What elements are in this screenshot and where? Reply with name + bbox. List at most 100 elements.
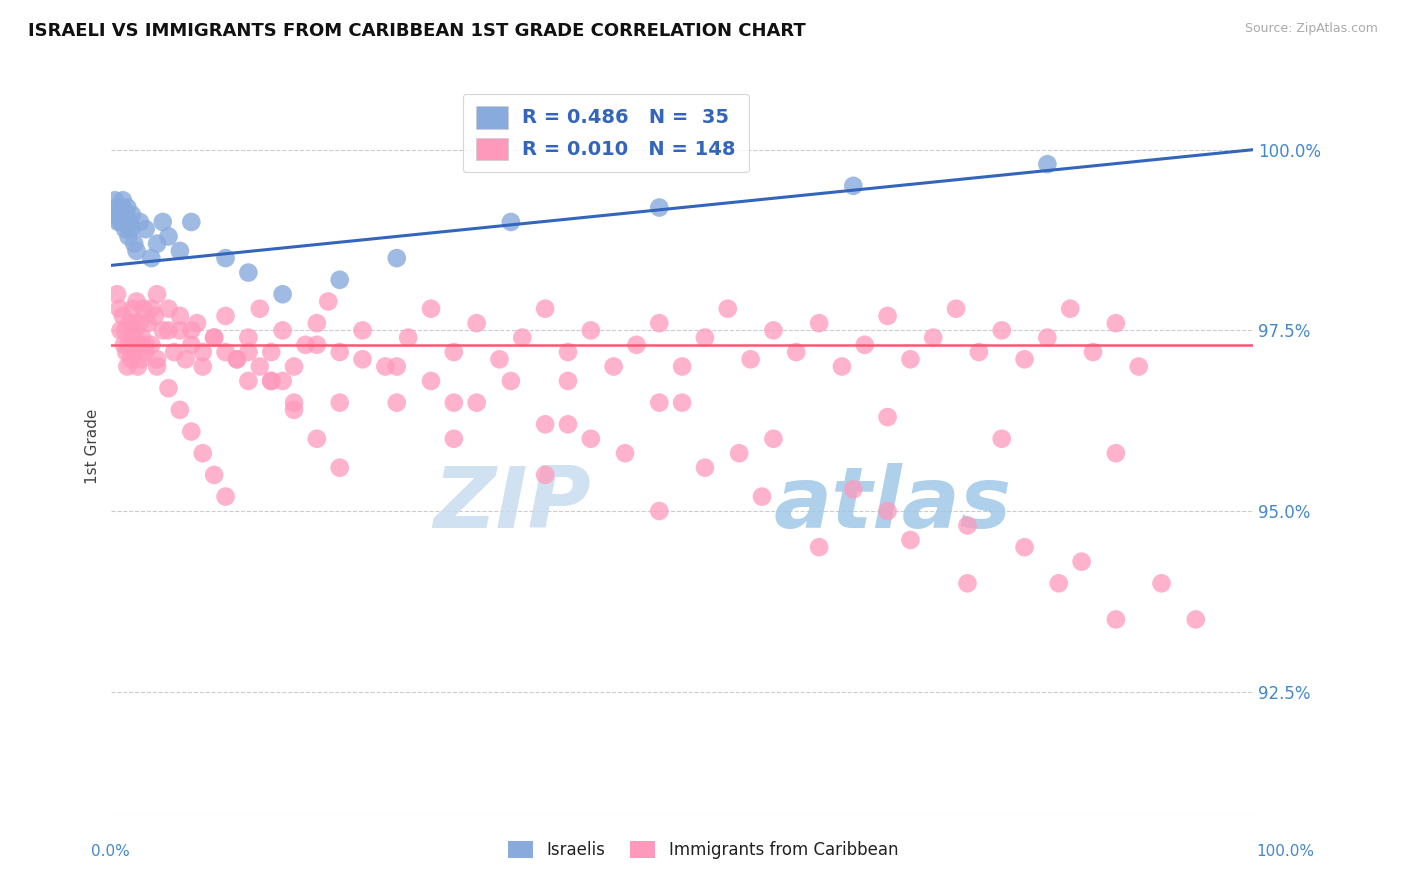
Point	[238, 266, 260, 280]
Point	[740, 352, 762, 367]
Point	[108, 208, 131, 222]
Point	[510, 330, 533, 344]
Point	[271, 374, 294, 388]
Point	[135, 338, 157, 352]
Point	[111, 194, 134, 208]
Point	[122, 345, 145, 359]
Point	[111, 309, 134, 323]
Point	[121, 330, 143, 344]
Point	[762, 323, 785, 337]
Point	[107, 215, 129, 229]
Point	[352, 352, 374, 367]
Point	[499, 374, 522, 388]
Text: ISRAELI VS IMMIGRANTS FROM CARIBBEAN 1ST GRADE CORRELATION CHART: ISRAELI VS IMMIGRANTS FROM CARIBBEAN 1ST…	[28, 22, 806, 40]
Point	[214, 490, 236, 504]
Point	[146, 287, 169, 301]
Point	[112, 215, 135, 229]
Point	[1128, 359, 1150, 374]
Point	[385, 395, 408, 409]
Legend: Israelis, Immigrants from Caribbean: Israelis, Immigrants from Caribbean	[502, 834, 904, 866]
Point	[329, 345, 352, 359]
Text: 0.0%: 0.0%	[91, 845, 131, 859]
Point	[831, 359, 853, 374]
Point	[648, 504, 671, 518]
Point	[648, 201, 671, 215]
Point	[808, 540, 831, 554]
Point	[1014, 540, 1036, 554]
Point	[1047, 576, 1070, 591]
Point	[141, 338, 163, 352]
Point	[283, 359, 305, 374]
Point	[316, 294, 339, 309]
Point	[499, 215, 522, 229]
Point	[146, 236, 169, 251]
Point	[443, 345, 465, 359]
Point	[967, 345, 990, 359]
Point	[146, 352, 169, 367]
Point	[374, 359, 396, 374]
Point	[853, 338, 876, 352]
Point	[146, 359, 169, 374]
Point	[271, 323, 294, 337]
Point	[238, 330, 260, 344]
Point	[135, 345, 157, 359]
Point	[132, 301, 155, 316]
Point	[202, 330, 225, 344]
Point	[626, 338, 648, 352]
Point	[122, 301, 145, 316]
Point	[105, 208, 128, 222]
Point	[214, 345, 236, 359]
Point	[1184, 612, 1206, 626]
Legend: R = 0.486   N =  35, R = 0.010   N = 148: R = 0.486 N = 35, R = 0.010 N = 148	[463, 94, 748, 172]
Point	[117, 229, 139, 244]
Point	[671, 395, 693, 409]
Point	[191, 345, 214, 359]
Point	[191, 446, 214, 460]
Point	[157, 323, 180, 337]
Point	[1105, 316, 1128, 330]
Point	[693, 330, 716, 344]
Point	[648, 316, 671, 330]
Point	[329, 460, 352, 475]
Point	[443, 395, 465, 409]
Point	[557, 417, 579, 432]
Point	[579, 432, 602, 446]
Point	[557, 345, 579, 359]
Point	[122, 316, 145, 330]
Point	[202, 330, 225, 344]
Point	[305, 338, 328, 352]
Point	[129, 316, 152, 330]
Point	[238, 374, 260, 388]
Point	[163, 345, 186, 359]
Point	[956, 576, 979, 591]
Point	[143, 309, 166, 323]
Point	[420, 374, 443, 388]
Point	[785, 345, 807, 359]
Point	[115, 345, 138, 359]
Point	[169, 323, 191, 337]
Point	[152, 215, 174, 229]
Point	[131, 330, 153, 344]
Point	[990, 432, 1012, 446]
Point	[465, 316, 488, 330]
Point	[283, 395, 305, 409]
Point	[283, 402, 305, 417]
Point	[717, 301, 740, 316]
Text: ZIP: ZIP	[433, 464, 591, 547]
Point	[129, 215, 152, 229]
Point	[174, 352, 197, 367]
Text: Source: ZipAtlas.com: Source: ZipAtlas.com	[1244, 22, 1378, 36]
Point	[271, 287, 294, 301]
Point	[191, 359, 214, 374]
Point	[728, 446, 751, 460]
Y-axis label: 1st Grade: 1st Grade	[86, 409, 100, 483]
Point	[120, 352, 142, 367]
Point	[900, 533, 922, 547]
Point	[671, 359, 693, 374]
Point	[169, 244, 191, 258]
Point	[120, 222, 142, 236]
Point	[329, 395, 352, 409]
Point	[135, 222, 157, 236]
Point	[900, 352, 922, 367]
Point	[557, 374, 579, 388]
